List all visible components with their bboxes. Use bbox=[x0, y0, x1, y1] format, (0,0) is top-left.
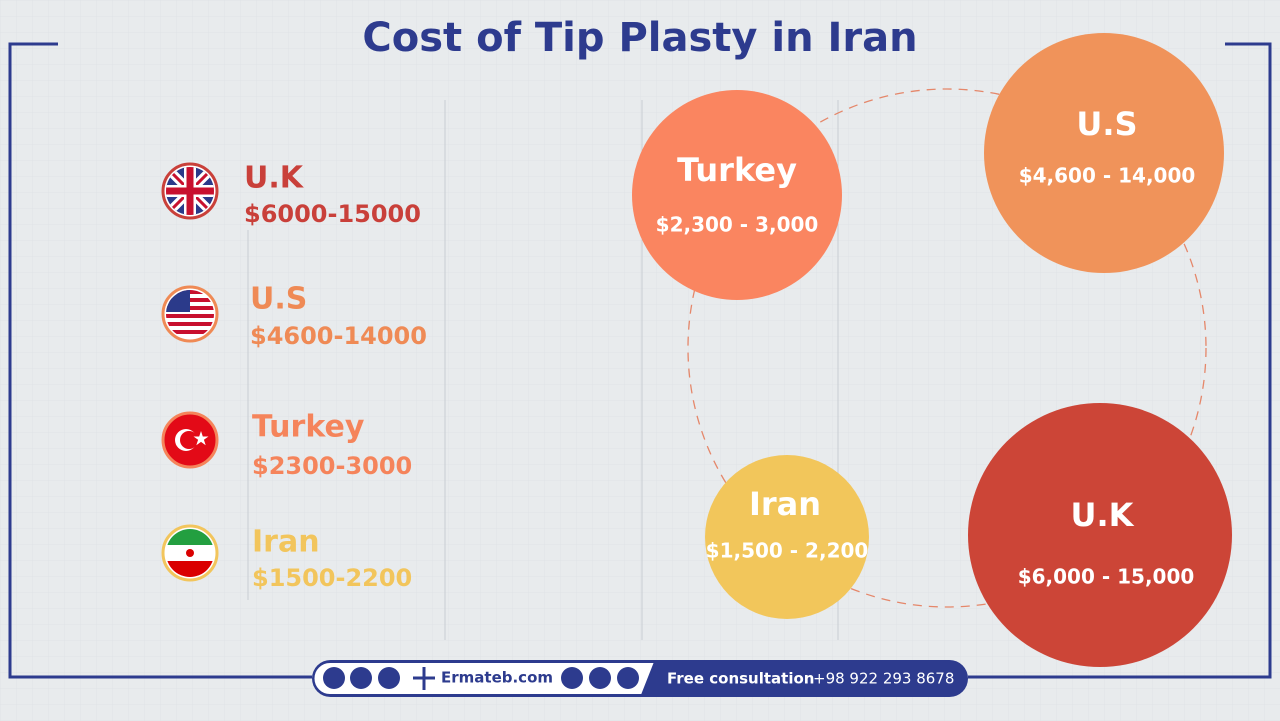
country: U.S bbox=[250, 282, 307, 317]
bubble: Iran $1,500 - 2,200 bbox=[705, 455, 869, 619]
price: $4600-14000 bbox=[250, 322, 427, 350]
consultation: Free consultation bbox=[667, 670, 814, 688]
price: $2300-3000 bbox=[252, 452, 412, 480]
bubble-price: $2,300 - 3,000 bbox=[656, 213, 819, 237]
site[interactable]: Ermateb.com bbox=[441, 669, 553, 687]
dashed-ring bbox=[687, 88, 1207, 608]
footer: Ermateb.com Free consultation +98 922 29… bbox=[312, 660, 968, 697]
title: Cost of Tip Plasty in Iran bbox=[362, 15, 917, 61]
price: $6000-15000 bbox=[244, 200, 421, 228]
bubble-label: U.S bbox=[1076, 105, 1137, 143]
country: Iran bbox=[252, 525, 320, 560]
flag-us bbox=[161, 285, 219, 343]
phone[interactable]: +98 922 293 8678 bbox=[813, 670, 954, 688]
bubble-price: $1,500 - 2,200 bbox=[706, 539, 869, 563]
bubble: U.S $4,600 - 14,000 bbox=[984, 33, 1224, 273]
price: $1500-2200 bbox=[252, 564, 412, 592]
flag-uk bbox=[161, 162, 219, 220]
logo bbox=[413, 667, 435, 690]
frame bbox=[8, 42, 1272, 679]
bubble-label: Iran bbox=[749, 485, 821, 523]
bubble-label: U.K bbox=[1071, 496, 1135, 534]
bubble: Turkey $2,300 - 3,000 bbox=[632, 90, 842, 300]
flag-turkey bbox=[161, 411, 219, 469]
list: U.K $6000-15000 U.S $4600-14000 Turkey $… bbox=[244, 161, 427, 593]
bubble-price: $4,600 - 14,000 bbox=[1019, 164, 1196, 188]
country: U.K bbox=[244, 161, 305, 196]
flag-iran bbox=[161, 524, 219, 582]
social-icons[interactable] bbox=[323, 667, 639, 689]
country: Turkey bbox=[252, 410, 365, 445]
bubble-price: $6,000 - 15,000 bbox=[1018, 565, 1195, 589]
bubble: U.K $6,000 - 15,000 bbox=[968, 403, 1232, 667]
bubble-label: Turkey bbox=[677, 151, 797, 189]
